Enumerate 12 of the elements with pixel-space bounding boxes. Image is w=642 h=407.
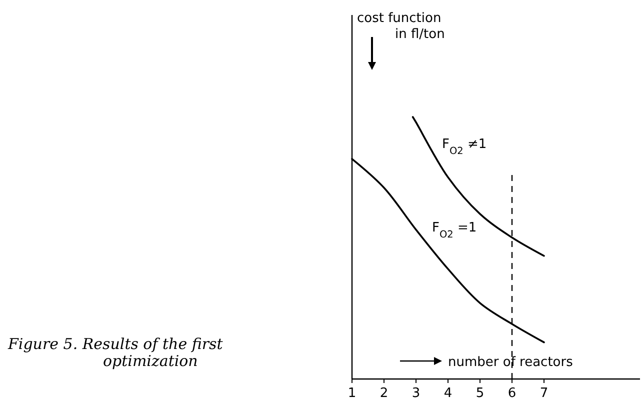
x-tick-label: 5: [476, 386, 484, 401]
x-tick-label: 7: [540, 386, 548, 401]
x-tick-label: 1: [348, 386, 356, 401]
x-axis-title: number of reactors: [448, 355, 574, 370]
x-tick-label: 6: [508, 386, 516, 401]
text: cost function in fl/ton: [357, 11, 445, 42]
caption: Figure 5. Results of the first optimization: [7, 335, 224, 370]
x-tick-label: 4: [444, 386, 452, 401]
series-label: F$_{O2}$ =1: [432, 220, 477, 240]
series-label: F$_{O2}$ ≠1: [442, 137, 487, 157]
x-tick-label: 2: [380, 386, 388, 401]
x-tick-label: 3: [412, 386, 420, 401]
